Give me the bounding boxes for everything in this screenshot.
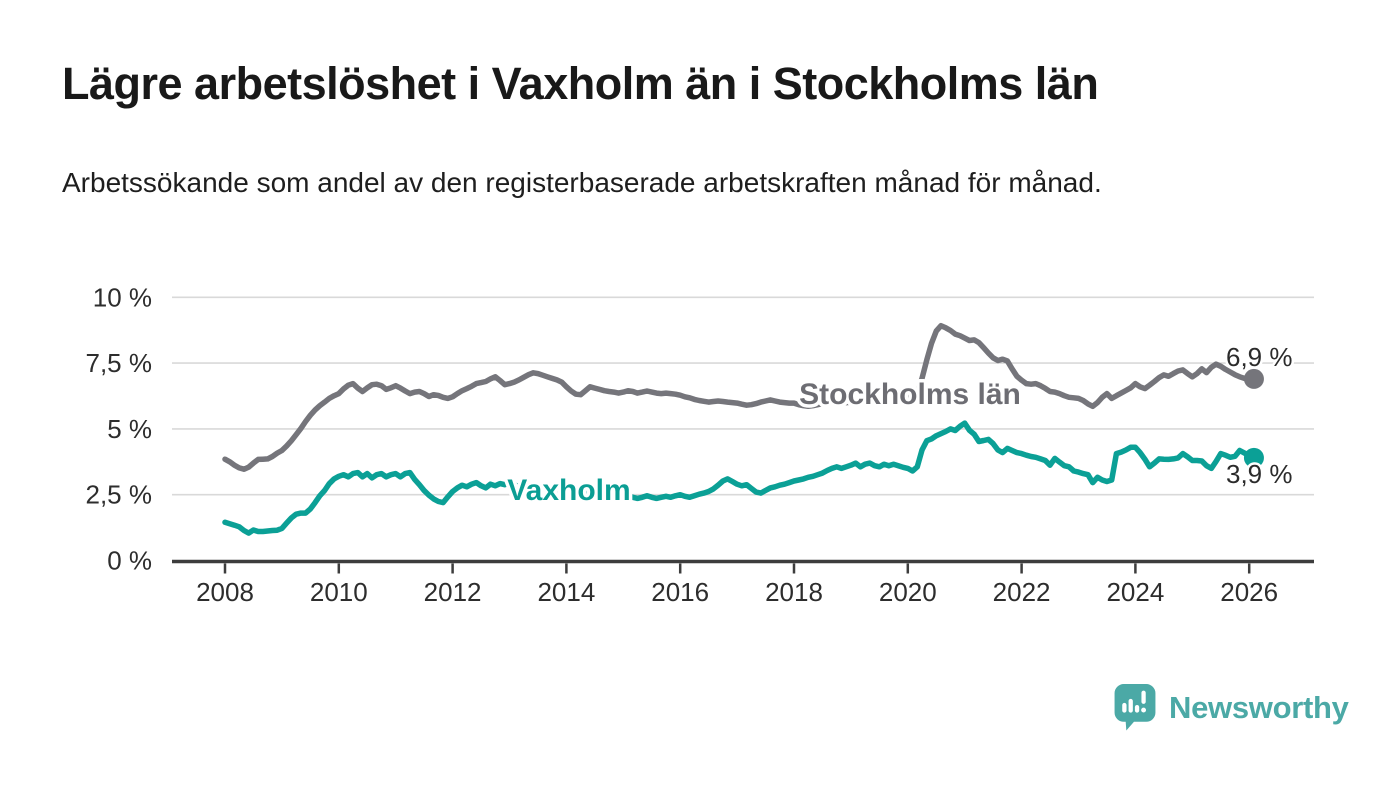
x-axis-tick-label: 2018: [765, 577, 823, 607]
x-axis-tick-label: 2010: [310, 577, 368, 607]
series-label-stockholms-lan: Stockholms län: [799, 378, 1021, 411]
newsworthy-logo: Newsworthy: [1114, 684, 1349, 731]
series-end-dot-vaxholm: [1243, 447, 1264, 468]
series-end-value-stockholms-lan: 6,9 %: [1226, 342, 1293, 372]
x-axis-tick-label: 2012: [424, 577, 482, 607]
series-line-stockholms-lan: [222, 322, 1257, 472]
newsworthy-bubble-chart-icon: [1114, 684, 1156, 731]
x-axis-tick-label: 2024: [1106, 577, 1164, 607]
series-label-vaxholm: Vaxholm: [507, 474, 630, 507]
x-axis-tick-label: 2022: [993, 577, 1051, 607]
newsworthy-wordmark: Newsworthy: [1169, 689, 1349, 725]
y-axis-tick-label: 0 %: [107, 546, 152, 576]
x-axis-tick-label: 2016: [651, 577, 709, 607]
page-title: Lägre arbetslöshet i Vaxholm än i Stockh…: [62, 58, 1099, 109]
series-end-value-vaxholm: 3,9 %: [1226, 459, 1293, 489]
y-axis-tick-label: 2,5 %: [86, 480, 153, 510]
y-axis-tick-label: 5 %: [107, 414, 152, 444]
x-axis-tick-label: 2020: [879, 577, 937, 607]
series-end-dot-stockholms-lan: [1243, 368, 1264, 389]
y-axis-tick-label: 7,5 %: [86, 348, 153, 378]
y-axis-tick-label: 10 %: [93, 282, 152, 312]
x-axis-tick-label: 2008: [196, 577, 254, 607]
series-line-vaxholm: [222, 420, 1257, 536]
chart-subtitle: Arbetssökande som andel av den registerb…: [62, 167, 1102, 198]
x-axis-tick-label: 2014: [537, 577, 595, 607]
x-axis-tick-label: 2026: [1220, 577, 1278, 607]
